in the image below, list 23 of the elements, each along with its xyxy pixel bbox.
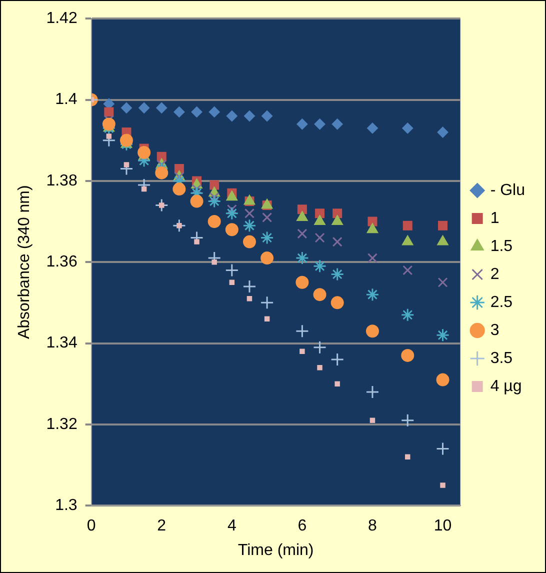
y-tick-label: 1.32 [46, 416, 78, 433]
legend-label: 4 µg [490, 378, 522, 395]
legend-label: 1.5 [490, 238, 513, 255]
y-tick-label: 1.34 [46, 334, 78, 352]
legend-label: 2.5 [490, 294, 513, 311]
x-axis-title: Time (min) [238, 542, 314, 559]
x-tick-label: 10 [434, 518, 452, 535]
y-tick-label: 1.36 [46, 254, 78, 271]
y-tick-label: 1.3 [55, 497, 78, 514]
legend-label: 3.5 [490, 350, 513, 367]
x-tick-label: 2 [157, 518, 166, 535]
x-tick-label: 8 [368, 518, 378, 535]
y-tick-label: 1.38 [46, 172, 78, 190]
legend-label: 3 [490, 322, 500, 339]
y-axis-title: Absorbance (340 nm) [16, 185, 34, 340]
legend-label: 1 [490, 210, 500, 227]
x-tick-label: 4 [227, 518, 236, 535]
y-tick-label: 1.42 [46, 10, 78, 28]
x-tick-label: 0 [86, 518, 96, 535]
x-tick-label: 6 [298, 518, 307, 535]
legend-label: 2 [490, 266, 500, 283]
legend-label: - Glu [490, 182, 525, 199]
y-tick-label: 1.4 [55, 91, 78, 108]
